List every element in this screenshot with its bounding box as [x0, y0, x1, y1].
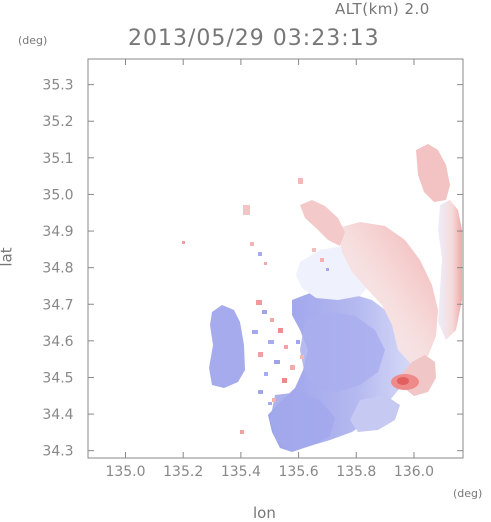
timestamp-title: 2013/05/29 03:23:13: [128, 26, 380, 51]
x-tick-label: 135.0: [105, 464, 145, 480]
radar-echoes: [182, 144, 462, 452]
y-tick-label: 35.1: [42, 151, 73, 167]
y-tick-label: 35.0: [42, 187, 73, 203]
x-tick-label: 135.2: [163, 464, 203, 480]
y-tick-label: 34.6: [42, 334, 73, 350]
scattered-cells: [182, 178, 329, 434]
y-tick-label: 34.9: [42, 224, 73, 240]
y-axis-unit: (deg): [18, 34, 48, 47]
y-tick-label: 34.7: [42, 297, 73, 313]
x-axis-unit: (deg): [453, 487, 483, 500]
y-tick-label: 34.5: [42, 370, 73, 386]
x-axis-label: lon: [253, 504, 276, 522]
y-tick-label: 34.8: [42, 261, 73, 277]
x-axis-ticks: 135.0 135.2 135.4 135.6 135.8 136.0: [105, 59, 434, 480]
y-tick-label: 35.3: [42, 78, 73, 94]
y-tick-label: 34.3: [42, 444, 73, 460]
y-tick-label: 34.4: [42, 407, 73, 423]
x-tick-label: 136.0: [394, 464, 434, 480]
x-tick-label: 135.8: [336, 464, 376, 480]
altitude-label: ALT(km) 2.0: [335, 0, 430, 18]
y-axis-ticks: 35.3 35.2 35.1 35.0 34.9 34.8 34.7 34.6 34.5 34.4…: [42, 78, 463, 460]
y-tick-label: 35.2: [42, 114, 73, 130]
x-tick-label: 135.6: [279, 464, 319, 480]
x-tick-label: 135.4: [221, 464, 261, 480]
